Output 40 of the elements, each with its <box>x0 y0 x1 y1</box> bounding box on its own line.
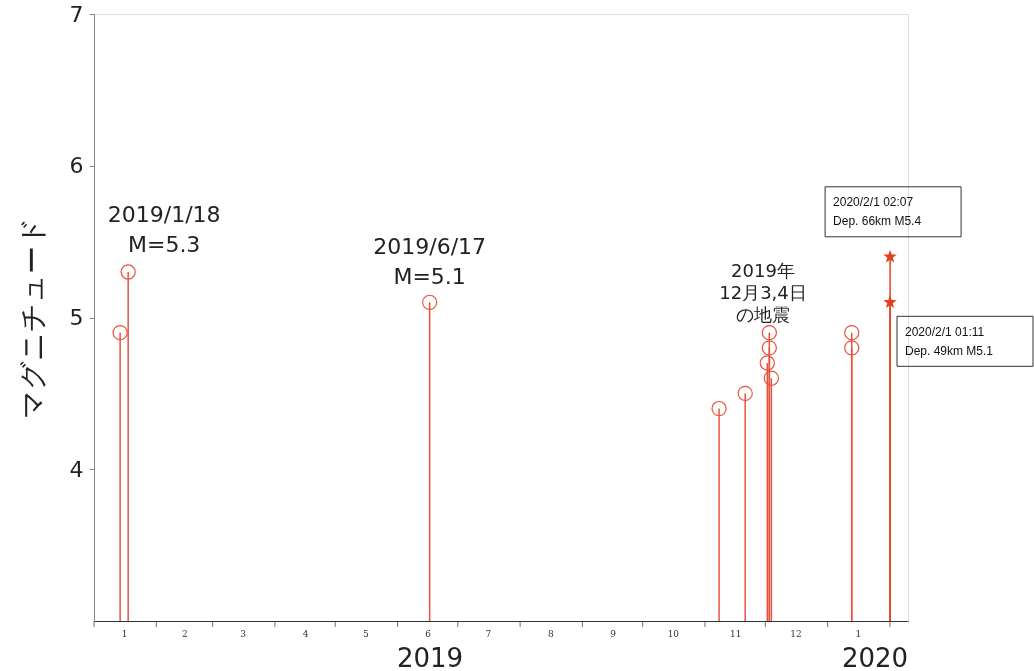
x-tick-label: 4 <box>302 628 309 639</box>
x-tick-label: 5 <box>362 628 369 639</box>
x-tick-label: 11 <box>729 628 742 639</box>
point <box>761 325 777 341</box>
y-axis-title: マグニチュード <box>15 217 49 419</box>
x-tick-label: 2 <box>182 628 188 639</box>
x-tick-label: 6 <box>425 628 432 639</box>
point <box>844 340 860 356</box>
x-tick-label: 9 <box>610 628 617 639</box>
point <box>883 295 897 309</box>
point <box>761 340 777 356</box>
annotation: 2019/6/17 M=5.1 <box>373 234 487 290</box>
point <box>112 325 128 341</box>
point <box>883 249 897 263</box>
x-tick-label: 1 <box>855 628 862 639</box>
point <box>120 264 136 280</box>
y-tick-label: 6 <box>69 153 84 179</box>
point <box>711 400 727 417</box>
y-tick-label: 5 <box>69 305 84 330</box>
text: 2020 <box>841 643 909 671</box>
point <box>763 370 779 386</box>
point <box>844 325 860 341</box>
x-tick-label: 8 <box>547 628 554 639</box>
annotation: 2019年 <box>731 260 795 281</box>
y-tick-label: 4 <box>69 456 84 482</box>
x-tick-label: 10 <box>667 628 680 639</box>
point <box>421 294 438 310</box>
annotation: 12月3,4日 <box>719 282 807 303</box>
point <box>737 385 753 402</box>
annotation: 2019/1/18 M=5.3 <box>107 201 221 257</box>
annotation: 2020/2/1 02:07 Dep. 66km M5.4 <box>833 195 922 229</box>
x-tick-label: 12 <box>790 628 802 639</box>
x-tick-label: 7 <box>485 628 492 639</box>
x-tick-label: 3 <box>240 628 247 639</box>
point <box>759 355 775 371</box>
annotation: 2020/2/1 01:11 Dep. 49km M5.1 <box>905 324 994 358</box>
x-tick-label: 1 <box>121 628 128 639</box>
text: 2019 <box>396 643 464 671</box>
y-tick-label: 7 <box>69 1 84 27</box>
annotation: の地震 <box>736 304 790 325</box>
